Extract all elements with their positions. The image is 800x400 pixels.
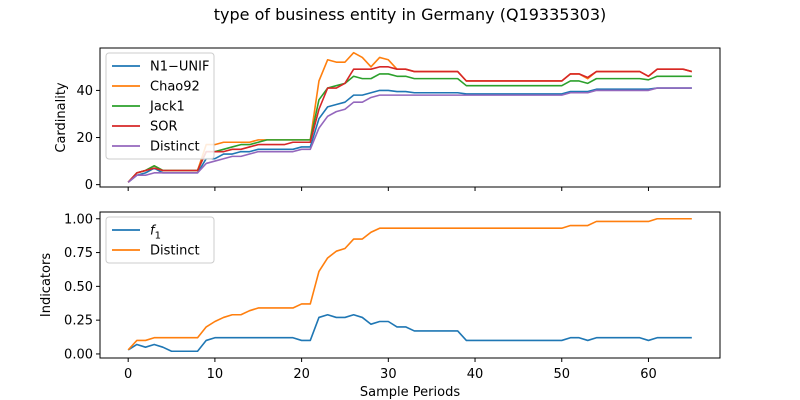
x-tick-label: 10 — [207, 367, 224, 382]
series-line-distinct — [127, 217, 692, 351]
y-tick-label: 1.00 — [64, 212, 93, 227]
chart-title: type of business entity in Germany (Q193… — [214, 5, 607, 24]
indicators-plot-area — [127, 217, 692, 353]
cardinality-plot-area — [127, 51, 693, 183]
legend-item-distinct: Distinct — [112, 244, 200, 259]
legend-label: Chao92 — [150, 80, 200, 95]
cardinality-y-ticks: 0 20 40 — [76, 84, 100, 193]
cardinality-panel: 0 20 40 Cardinality N1−UNIF Chao92 Jack1 SOR D… — [54, 47, 721, 193]
y-tick-label: 0.25 — [64, 314, 93, 329]
y-tick-label: 0.00 — [64, 347, 93, 362]
legend-box — [105, 52, 215, 160]
indicators-x-ticks: 0 10 20 30 40 50 60 — [124, 358, 657, 382]
series-line-n1-unif — [127, 87, 692, 183]
legend-label: Distinct — [150, 140, 200, 155]
cardinality-legend: N1−UNIF Chao92 Jack1 SOR Distinct — [105, 52, 215, 160]
legend-item-chao92: Chao92 — [112, 80, 200, 95]
legend-label: SOR — [150, 120, 178, 135]
cardinality-axes-frame — [99, 47, 721, 188]
legend-item-f1: f1 — [112, 224, 161, 242]
series-line-distinct — [127, 87, 692, 183]
legend-label: Distinct — [150, 244, 200, 259]
indicators-panel: 0.00 0.25 0.50 0.75 1.00 0 10 20 30 40 50 60 Indic… — [39, 211, 721, 382]
y-tick-label: 0.75 — [64, 246, 93, 261]
x-tick-label: 50 — [553, 367, 570, 382]
indicators-y-ticks: 0.00 0.25 0.50 0.75 1.00 — [64, 212, 100, 362]
legend-item-distinct: Distinct — [112, 140, 200, 155]
y-tick-label: 20 — [76, 131, 93, 146]
x-tick-label: 30 — [380, 367, 397, 382]
y-tick-label: 40 — [76, 84, 93, 99]
legend-item-n1-unif: N1−UNIF — [112, 60, 209, 75]
series-line-jack1 — [127, 73, 692, 183]
series-line-f1 — [127, 313, 692, 353]
legend-item-jack1: Jack1 — [112, 100, 185, 115]
y-tick-label: 0.50 — [64, 280, 93, 295]
indicators-legend: f1 Distinct — [105, 216, 215, 264]
indicators-axes-frame — [99, 211, 721, 359]
x-tick-label: 20 — [293, 367, 310, 382]
legend-label: N1−UNIF — [150, 60, 209, 75]
x-tick-label: 60 — [640, 367, 657, 382]
x-tick-label: 40 — [467, 367, 484, 382]
cardinality-x-ticks — [127, 187, 649, 191]
legend-item-sor: SOR — [112, 120, 178, 135]
series-line-sor — [127, 66, 693, 183]
cardinality-y-label: Cardinality — [54, 82, 69, 153]
x-axis-label: Sample Periods — [360, 385, 460, 400]
legend-box — [105, 216, 215, 264]
legend-label: f1 — [150, 224, 161, 242]
legend-label: Jack1 — [149, 100, 185, 115]
y-tick-label: 0 — [85, 178, 93, 193]
x-tick-label: 0 — [124, 367, 132, 382]
indicators-y-label: Indicators — [39, 253, 54, 317]
